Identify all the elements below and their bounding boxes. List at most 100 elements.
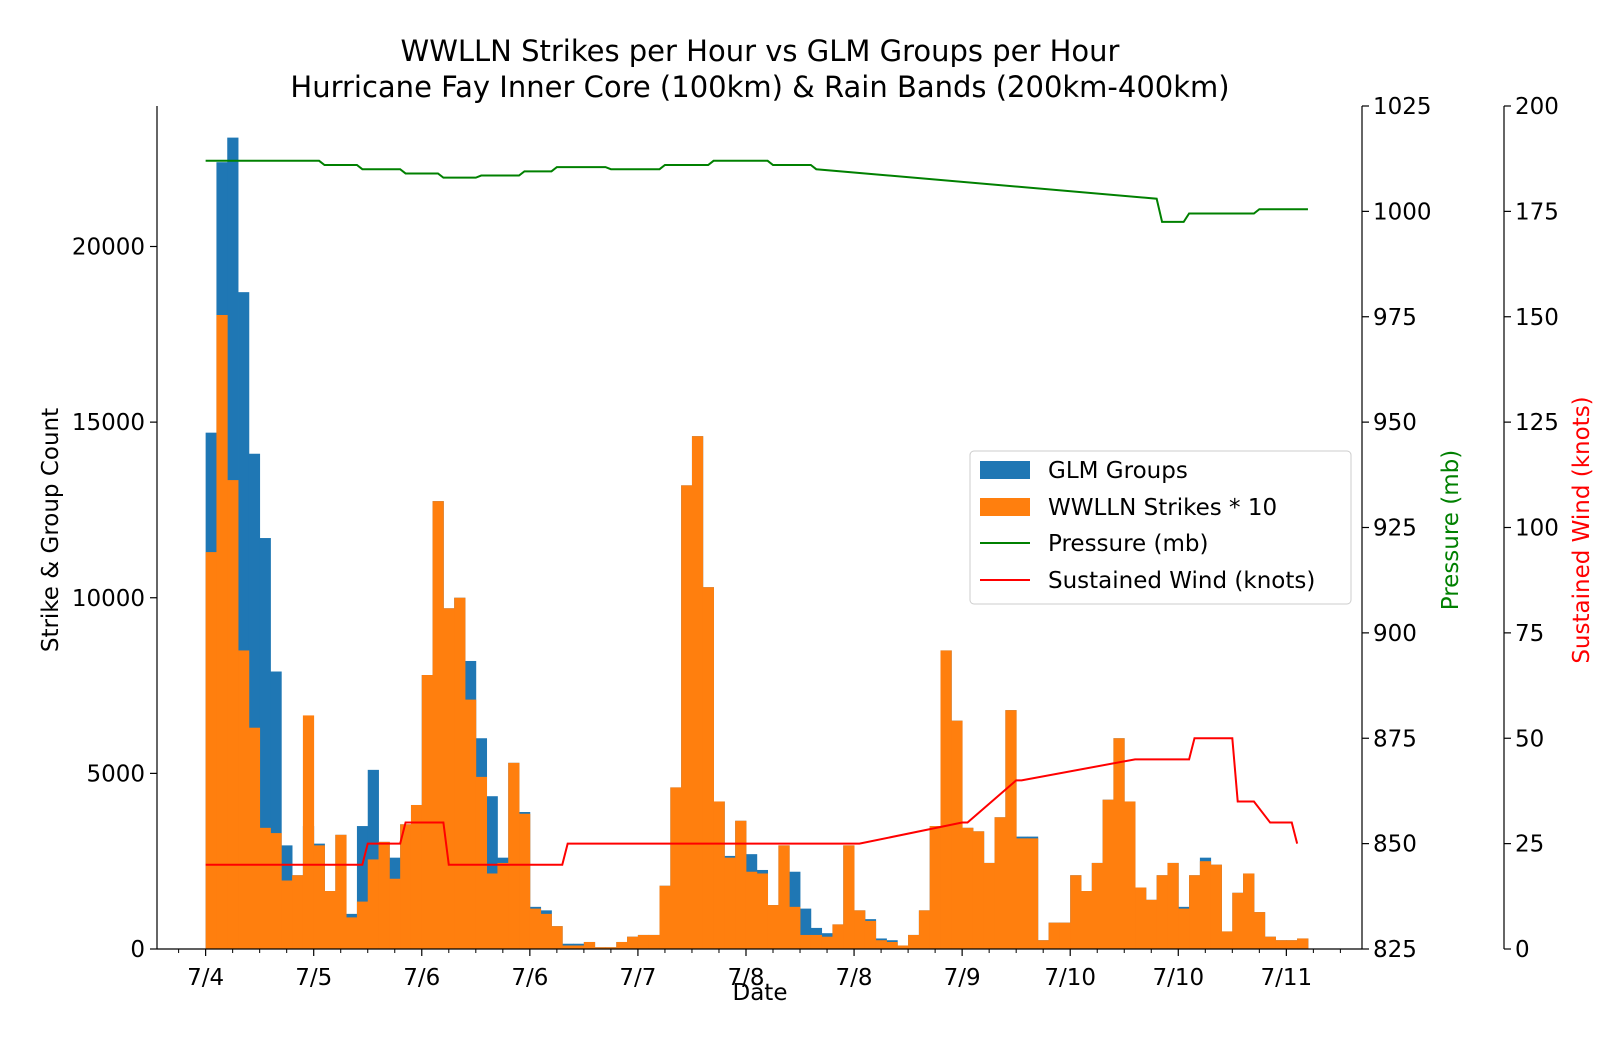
wwlln-bar bbox=[1005, 710, 1017, 949]
wwlln-bar bbox=[1221, 931, 1233, 949]
wwlln-bar bbox=[854, 910, 866, 949]
wwlln-bar bbox=[605, 947, 617, 949]
wwlln-bar bbox=[1189, 875, 1201, 949]
x-tick-label: 7/6 bbox=[403, 965, 440, 991]
glm-bar bbox=[259, 538, 271, 949]
wwlln-bar bbox=[940, 650, 952, 949]
glm-bar bbox=[486, 796, 498, 949]
wwlln-bar bbox=[810, 934, 823, 949]
wwlln-bar bbox=[832, 924, 844, 949]
y3-tick-label: 175 bbox=[1515, 199, 1559, 225]
y2-tick-label: 850 bbox=[1373, 832, 1417, 858]
lines-layer bbox=[205, 159, 1308, 866]
wwlln-bar bbox=[1070, 875, 1082, 949]
wwlln-bar bbox=[648, 934, 660, 949]
wwlln-bar bbox=[400, 824, 412, 949]
y-tick-label: 20000 bbox=[72, 235, 145, 261]
wwlln-bar bbox=[1199, 861, 1212, 949]
wwlln-bar bbox=[1048, 922, 1060, 949]
y3-tick-label: 75 bbox=[1515, 621, 1544, 647]
pressure-line bbox=[205, 159, 1308, 223]
y2-tick-label: 925 bbox=[1373, 516, 1417, 542]
wwlln-bar bbox=[529, 908, 542, 949]
wwlln-bar bbox=[562, 945, 574, 949]
wwlln-bar bbox=[1156, 875, 1168, 949]
x-tick-label: 7/10 bbox=[1152, 965, 1204, 991]
y3-tick-label: 0 bbox=[1515, 937, 1530, 963]
wwlln-bar bbox=[248, 727, 261, 949]
legend-label-wwlln: WWLLN Strikes * 10 bbox=[1048, 495, 1277, 521]
glm-bar bbox=[238, 292, 250, 949]
wwlln-bar bbox=[972, 831, 985, 949]
wwlln-bar bbox=[886, 941, 898, 949]
wwlln-bar bbox=[551, 926, 563, 949]
wwlln-bar bbox=[497, 862, 509, 949]
glm-bar bbox=[270, 671, 282, 949]
wwlln-bar bbox=[637, 934, 650, 949]
wwlln-bar bbox=[713, 801, 725, 949]
wwlln-bar bbox=[367, 859, 379, 949]
y2-tick-label: 1000 bbox=[1373, 199, 1432, 225]
wwlln-bar bbox=[702, 587, 714, 949]
wwlln-bar bbox=[583, 941, 596, 949]
wwlln-bar bbox=[508, 762, 520, 949]
wwlln-bar bbox=[1102, 799, 1114, 949]
wwlln-bar bbox=[1135, 887, 1147, 949]
x-tick-label: 7/5 bbox=[295, 965, 332, 991]
wwlln-bar bbox=[540, 913, 552, 950]
wwlln-bar bbox=[227, 480, 239, 949]
wwlln-bar bbox=[238, 650, 250, 949]
wwlln-bar bbox=[983, 862, 995, 949]
wwlln-bar bbox=[627, 936, 639, 949]
wwlln-bar bbox=[929, 826, 941, 949]
y2-tick-label: 900 bbox=[1373, 621, 1417, 647]
wwlln-bar bbox=[962, 827, 974, 949]
wwlln-bar bbox=[324, 891, 336, 949]
wwlln-bar bbox=[691, 436, 704, 949]
y3-axis-label: Sustained Wind (knots) bbox=[1569, 396, 1595, 663]
x-tick-label: 7/6 bbox=[511, 965, 548, 991]
wwlln-bar bbox=[1243, 873, 1255, 949]
wwlln-bar bbox=[432, 501, 444, 949]
wwlln-bar bbox=[594, 947, 606, 949]
chart-title: WWLLN Strikes per Hour vs GLM Groups per… bbox=[401, 34, 1120, 68]
wwlln-bar bbox=[1178, 908, 1190, 949]
y2-tick-label: 975 bbox=[1373, 305, 1417, 331]
wwlln-bar bbox=[789, 906, 801, 949]
legend-swatch-glm bbox=[980, 461, 1030, 479]
wwlln-bar bbox=[1232, 892, 1244, 949]
wwlln-bar bbox=[1113, 738, 1125, 949]
wwlln-bar bbox=[465, 699, 477, 949]
legend-label-glm: GLM Groups bbox=[1048, 458, 1188, 484]
wwlln-bar bbox=[1167, 862, 1179, 949]
wwlln-bar bbox=[994, 817, 1006, 949]
y-axis-label: Strike & Group Count bbox=[38, 408, 64, 652]
legend-swatch-wwlln bbox=[980, 498, 1030, 516]
wwlln-bar bbox=[1124, 801, 1136, 949]
wwlln-bar bbox=[378, 841, 390, 949]
wwlln-bar bbox=[1016, 838, 1028, 949]
chart-subtitle: Hurricane Fay Inner Core (100km) & Rain … bbox=[290, 70, 1229, 104]
wwlln-bar bbox=[573, 945, 585, 949]
y2-tick-label: 950 bbox=[1373, 410, 1417, 436]
x-tick-label: 7/4 bbox=[187, 965, 224, 991]
wwlln-bar bbox=[216, 314, 228, 949]
wwlln-bar bbox=[486, 873, 498, 949]
wind-line bbox=[205, 737, 1299, 866]
y3-tick-label: 100 bbox=[1515, 516, 1559, 542]
wwlln-bar bbox=[270, 833, 282, 949]
wwlln-bar bbox=[1275, 940, 1287, 949]
y-tick-label: 10000 bbox=[72, 586, 145, 612]
x-tick-label: 7/8 bbox=[727, 965, 764, 991]
x-tick-label: 7/9 bbox=[944, 965, 981, 991]
wwlln-bar bbox=[1253, 912, 1266, 949]
wwlln-bar bbox=[1286, 940, 1298, 949]
wwlln-bar bbox=[681, 485, 693, 949]
wwlln-bar bbox=[1037, 940, 1049, 949]
wwlln-bar bbox=[745, 871, 758, 949]
y3-tick-label: 50 bbox=[1515, 726, 1544, 752]
legend-label-pressure: Pressure (mb) bbox=[1048, 531, 1208, 557]
wwlln-bar bbox=[1059, 922, 1071, 949]
wwlln-bar bbox=[821, 936, 833, 949]
